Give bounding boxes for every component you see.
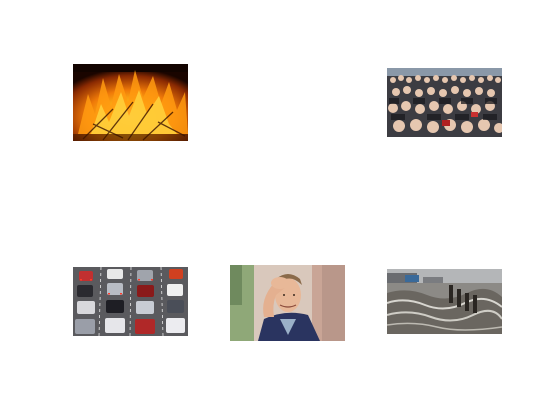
fire-image — [73, 64, 188, 141]
traffic-jam-image — [73, 267, 188, 336]
stressed-man-image — [230, 265, 345, 341]
flooded-street-image — [387, 269, 502, 334]
crowd-image — [387, 68, 502, 137]
